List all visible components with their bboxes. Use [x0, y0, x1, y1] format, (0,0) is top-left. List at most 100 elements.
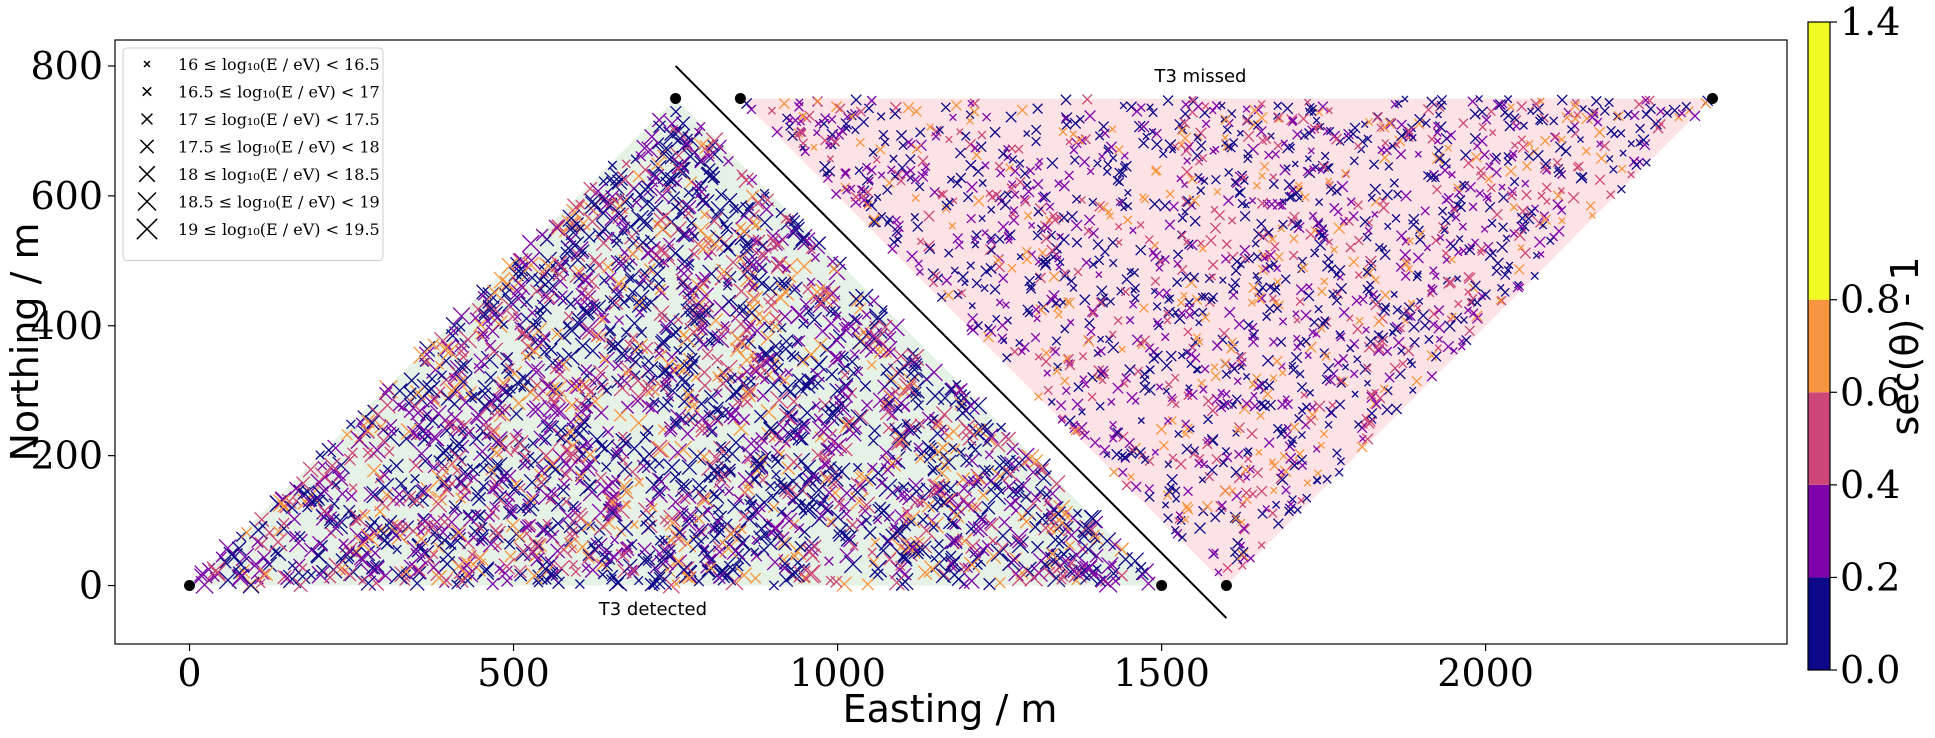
data-point-detected	[806, 311, 823, 328]
data-point-detected	[759, 529, 772, 541]
data-point-detected	[706, 246, 717, 257]
data-point-detected	[610, 275, 627, 292]
data-point-detected	[682, 507, 699, 523]
data-point-detected	[333, 468, 346, 482]
data-point-detected	[426, 373, 438, 385]
data-point-detected	[771, 255, 788, 273]
data-point-detected	[849, 349, 861, 360]
data-point-detected	[714, 526, 726, 538]
data-point-detected	[787, 221, 805, 239]
data-point-detected	[476, 284, 492, 300]
data-point-detected	[455, 492, 467, 504]
data-point-detected	[957, 418, 976, 437]
data-point-detected	[678, 337, 696, 355]
data-point-detected	[728, 384, 743, 399]
data-point-detected	[452, 528, 466, 543]
data-point-detected	[599, 354, 610, 364]
data-point-detected	[302, 461, 319, 478]
data-point-detected	[808, 283, 826, 301]
data-point-detected	[634, 477, 645, 487]
data-point-detected	[811, 400, 821, 411]
data-point-detected	[817, 418, 837, 438]
data-point-detected	[608, 491, 619, 501]
data-point-detected	[1067, 545, 1087, 565]
data-point-detected	[616, 192, 634, 211]
data-point-detected	[771, 469, 781, 480]
data-point-detected	[695, 287, 715, 306]
data-point-detected	[520, 339, 536, 355]
data-point-detected	[872, 503, 891, 522]
data-point-detected	[602, 426, 615, 438]
data-point-detected	[635, 235, 650, 250]
data-point-detected	[510, 284, 526, 300]
data-point-detected	[921, 411, 935, 425]
data-point-detected	[1053, 513, 1072, 532]
data-point-detected	[741, 386, 753, 398]
data-point-detected	[697, 242, 710, 256]
data-point-detected	[1064, 540, 1076, 551]
data-point-detected	[886, 373, 897, 385]
data-point-detected	[471, 491, 487, 507]
data-point-detected	[736, 567, 753, 584]
data-point-detected	[527, 307, 538, 318]
data-point-detected	[543, 292, 556, 305]
data-point-detected	[740, 333, 757, 350]
data-point-detected	[630, 370, 641, 381]
data-point-detected	[571, 376, 582, 387]
data-point-detected	[868, 556, 880, 568]
data-point-detected	[552, 273, 569, 289]
data-point-detected	[748, 364, 760, 376]
data-point-detected	[282, 569, 302, 589]
data-point-detected	[665, 392, 675, 402]
data-point-detected	[770, 454, 785, 470]
data-point-detected	[534, 475, 548, 490]
data-point-detected	[640, 341, 654, 355]
data-point-detected	[750, 550, 763, 562]
data-point-detected	[564, 397, 580, 413]
data-point-detected	[967, 423, 985, 441]
data-point-detected	[713, 522, 725, 534]
data-point-detected	[506, 507, 518, 520]
data-point-detected	[486, 577, 500, 591]
data-point-detected	[724, 486, 735, 497]
data-point-detected	[540, 420, 554, 433]
data-point-detected	[944, 534, 960, 550]
data-point-detected	[853, 409, 870, 425]
data-point-detected	[715, 188, 728, 201]
data-point-detected	[496, 383, 509, 397]
data-point-detected	[669, 124, 679, 134]
data-point-detected	[457, 426, 469, 437]
data-point-detected	[653, 473, 665, 484]
data-point-detected	[598, 196, 615, 213]
data-point-detected	[971, 501, 982, 512]
data-point-detected	[520, 329, 534, 342]
data-point-detected	[703, 251, 713, 261]
data-point-detected	[1020, 491, 1032, 503]
data-point-detected	[562, 209, 581, 228]
data-point-detected	[368, 575, 385, 591]
data-point-detected	[636, 139, 654, 157]
data-point-detected	[799, 297, 813, 312]
data-point-detected	[404, 387, 417, 400]
data-point-detected	[490, 525, 506, 542]
data-point-detected	[934, 465, 950, 481]
data-point-detected	[971, 475, 983, 487]
data-point-detected	[714, 267, 734, 286]
data-point-detected	[548, 219, 566, 237]
data-point-detected	[750, 356, 769, 375]
data-point-detected	[813, 337, 828, 352]
data-point-detected	[1008, 565, 1024, 582]
data-point-detected	[859, 380, 872, 392]
data-point-detected	[397, 402, 407, 412]
data-point-detected	[358, 509, 371, 522]
data-point-detected	[654, 535, 666, 546]
data-point-detected	[671, 156, 690, 175]
data-point-detected	[669, 470, 682, 484]
data-point-detected	[218, 571, 237, 590]
data-point-detected	[832, 311, 842, 321]
data-point-detected	[416, 544, 435, 563]
data-point-detected	[412, 418, 426, 432]
data-point-detected	[639, 383, 655, 399]
data-point-detected	[685, 176, 698, 188]
data-point-detected	[713, 471, 731, 489]
